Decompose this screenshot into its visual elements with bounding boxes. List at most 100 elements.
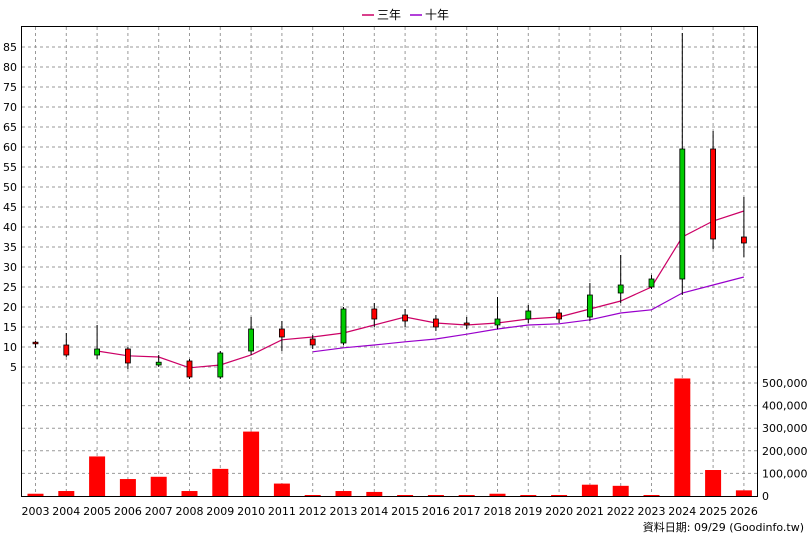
volume-bar	[89, 456, 106, 496]
year-tick-label: 2003	[22, 505, 50, 518]
year-tick-label: 2023	[638, 505, 666, 518]
price-tick-label: 60	[3, 141, 17, 154]
volume-bar	[119, 479, 136, 496]
volume-tick-label: 200,000	[762, 445, 808, 458]
volume-bar	[551, 495, 568, 496]
candle-body	[63, 344, 70, 356]
price-tick-label: 40	[3, 221, 17, 234]
candle-body	[741, 236, 747, 244]
price-tick-label: 85	[3, 41, 17, 54]
legend-label: 十年	[425, 8, 449, 22]
year-tick-label: 2020	[545, 505, 573, 518]
candle-body	[186, 360, 193, 378]
price-tick-label: 10	[3, 341, 17, 354]
volume-tick-label: 400,000	[762, 400, 808, 413]
volume-bar	[705, 470, 722, 496]
price-tick-label: 75	[3, 81, 17, 94]
ma10-line	[312, 276, 745, 353]
candle-body	[278, 328, 285, 338]
year-tick-label: 2024	[668, 505, 696, 518]
year-tick-label: 2019	[514, 505, 542, 518]
volume-bar	[458, 495, 475, 496]
candle-body	[679, 148, 686, 280]
candle-body	[371, 308, 378, 320]
legend-label: 三年	[377, 8, 401, 22]
volume-bar	[427, 495, 444, 496]
volume-bar	[243, 431, 260, 496]
volume-bar	[520, 495, 537, 496]
price-tick-label: 20	[3, 301, 17, 314]
volume-bar	[489, 493, 506, 496]
grid	[22, 27, 757, 496]
candle-body	[94, 348, 100, 356]
volume-bar	[335, 491, 352, 496]
year-tick-label: 2009	[206, 505, 234, 518]
volume-bar	[397, 495, 414, 496]
year-tick-label: 2021	[576, 505, 604, 518]
price-tick-label: 70	[3, 101, 17, 114]
year-axis-ticks: 2003 2004 2005 2006 2007 2008 2009 2010 2011 2012…	[22, 505, 758, 518]
volume-bar	[304, 495, 321, 496]
price-tick-label: 25	[3, 281, 17, 294]
price-tick-label: 35	[3, 241, 17, 254]
volume-bar	[181, 491, 198, 496]
candle-body	[125, 348, 131, 364]
candle-body	[217, 352, 224, 378]
volume-bar	[27, 493, 44, 496]
year-tick-label: 2010	[237, 505, 265, 518]
candle-body	[155, 361, 162, 366]
year-tick-label: 2012	[299, 505, 327, 518]
legend: 三年 十年	[362, 8, 449, 22]
volume-bar	[366, 491, 383, 496]
year-tick-label: 2015	[391, 505, 419, 518]
year-tick-label: 2006	[114, 505, 142, 518]
candle-body	[525, 310, 532, 320]
price-tick-label: 30	[3, 261, 17, 274]
price-tick-label: 80	[3, 61, 17, 74]
ma3-line	[97, 210, 745, 369]
price-tick-label: 65	[3, 121, 17, 134]
year-tick-label: 2005	[83, 505, 111, 518]
volume-bar	[58, 491, 75, 496]
year-tick-label: 2007	[145, 505, 173, 518]
year-tick-label: 2004	[52, 505, 80, 518]
volume-bar	[150, 476, 167, 496]
volume-bar	[581, 484, 598, 496]
candle-body	[340, 308, 347, 344]
price-tick-label: 5	[10, 361, 17, 374]
volume-bar	[273, 483, 290, 496]
year-tick-label: 2013	[330, 505, 358, 518]
candlesticks	[32, 33, 747, 379]
moving-average-lines	[97, 210, 745, 369]
year-tick-label: 2011	[268, 505, 296, 518]
price-tick-label: 45	[3, 201, 17, 214]
price-tick-label: 50	[3, 181, 17, 194]
year-tick-label: 2016	[422, 505, 450, 518]
volume-tick-label: 100,000	[762, 467, 808, 480]
volume-axis-ticks: 0 100,000 200,000 300,000 400,000 500,000	[762, 377, 808, 503]
candle-body	[402, 314, 409, 322]
candle-body	[617, 284, 624, 294]
volume-bar	[674, 378, 691, 496]
volume-tick-label: 0	[762, 490, 769, 503]
candle-body	[463, 322, 470, 326]
candle-body	[32, 341, 39, 345]
candle-body	[494, 318, 501, 326]
volume-tick-label: 500,000	[762, 377, 808, 390]
year-tick-label: 2022	[607, 505, 635, 518]
year-tick-label: 2017	[453, 505, 481, 518]
volume-bar	[735, 490, 752, 496]
volume-tick-label: 300,000	[762, 422, 808, 435]
candle-body	[648, 278, 655, 288]
candle-body	[710, 148, 716, 240]
volume-bar	[643, 495, 660, 496]
price-tick-label: 55	[3, 161, 17, 174]
volume-bar	[612, 485, 629, 496]
volume-bars	[27, 378, 752, 496]
source-label: 資料日期: 09/29 (Goodinfo.tw)	[643, 520, 804, 534]
candle-body	[432, 318, 439, 328]
year-tick-label: 2014	[360, 505, 388, 518]
candle-body	[587, 294, 593, 318]
